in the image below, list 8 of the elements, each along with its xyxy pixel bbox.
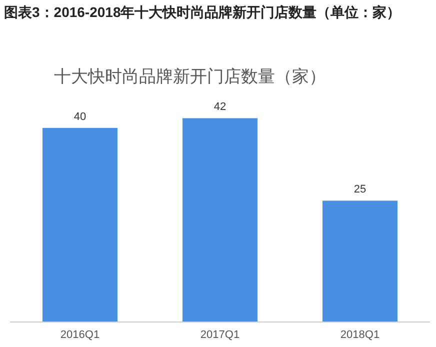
data-label: 25 <box>354 184 366 196</box>
x-tick-label: 2018Q1 <box>340 329 380 341</box>
x-tick-label: 2016Q1 <box>60 329 100 341</box>
data-label: 40 <box>74 110 86 123</box>
x-tick-label: 2017Q1 <box>200 329 240 341</box>
data-label: 42 <box>214 101 226 114</box>
chart-subtitle: 图表3：2016-2018年十大快时尚品牌新开门店数量（单位：家） <box>4 3 402 22</box>
chart-title: 十大快时尚品牌新开门店数量（家） <box>54 67 326 86</box>
